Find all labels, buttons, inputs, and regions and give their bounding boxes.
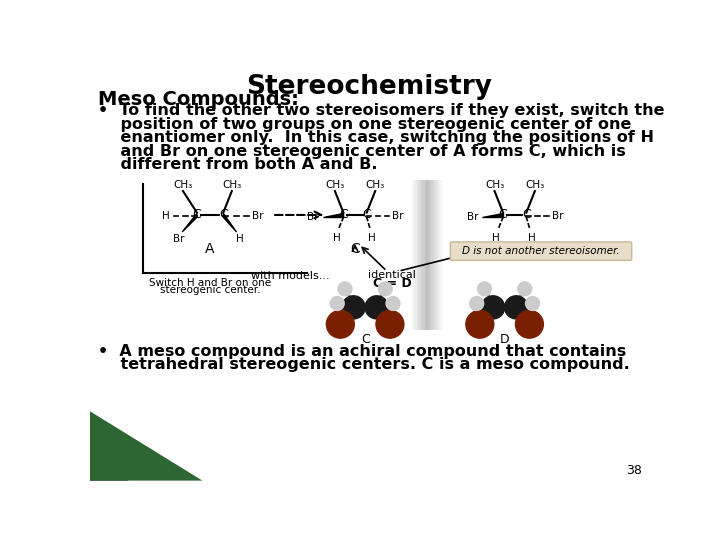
Circle shape — [469, 296, 484, 310]
Circle shape — [376, 310, 404, 338]
FancyBboxPatch shape — [451, 242, 631, 260]
Bar — [433, 180, 434, 330]
Text: identical: identical — [369, 269, 416, 280]
Circle shape — [342, 296, 365, 319]
Circle shape — [365, 296, 388, 319]
Circle shape — [378, 282, 392, 296]
Bar — [431, 180, 433, 330]
Text: CH₃: CH₃ — [485, 179, 504, 190]
Bar — [425, 180, 426, 330]
Text: C = D: C = D — [373, 276, 412, 289]
Circle shape — [466, 310, 494, 338]
Text: C: C — [219, 208, 228, 221]
Circle shape — [338, 282, 352, 296]
Text: Br: Br — [552, 211, 564, 221]
Text: H: H — [368, 233, 376, 244]
Text: Meso Compounds:: Meso Compounds: — [98, 90, 299, 109]
Text: position of two groups on one stereogenic center of one: position of two groups on one stereogeni… — [98, 117, 631, 132]
Polygon shape — [323, 213, 343, 217]
Text: Br: Br — [174, 234, 185, 244]
Text: H: H — [162, 211, 170, 221]
Text: different from both A and B.: different from both A and B. — [98, 157, 377, 172]
Bar — [420, 180, 421, 330]
Polygon shape — [90, 457, 129, 481]
Bar — [412, 180, 413, 330]
Text: D is not another stereoisomer.: D is not another stereoisomer. — [462, 246, 620, 256]
Circle shape — [526, 296, 539, 310]
Bar — [430, 180, 431, 330]
Text: H: H — [333, 233, 341, 244]
Circle shape — [516, 310, 544, 338]
Polygon shape — [482, 213, 503, 217]
Text: C: C — [522, 208, 531, 221]
Text: H: H — [492, 233, 500, 244]
Circle shape — [505, 296, 528, 319]
Circle shape — [326, 310, 354, 338]
Bar — [441, 180, 443, 330]
Bar — [410, 180, 412, 330]
Text: D: D — [500, 333, 510, 346]
Text: C: C — [350, 242, 360, 256]
Text: Stereochemistry: Stereochemistry — [246, 74, 492, 100]
Bar — [438, 180, 439, 330]
Text: H: H — [235, 234, 243, 244]
Bar — [413, 180, 415, 330]
Text: Br: Br — [252, 211, 264, 221]
Bar — [436, 180, 438, 330]
Text: C: C — [192, 208, 202, 221]
Circle shape — [518, 282, 532, 296]
Text: Br: Br — [307, 212, 319, 222]
Text: H: H — [528, 233, 536, 244]
Text: with models...: with models... — [251, 271, 329, 281]
Text: C: C — [361, 333, 369, 346]
Text: enantiomer only.  In this case, switching the positions of H: enantiomer only. In this case, switching… — [98, 130, 654, 145]
Text: Switch H and Br on one: Switch H and Br on one — [149, 278, 271, 288]
Bar — [417, 180, 418, 330]
Bar — [428, 180, 430, 330]
Circle shape — [482, 296, 505, 319]
Polygon shape — [223, 213, 236, 232]
Bar — [426, 180, 428, 330]
Circle shape — [386, 296, 400, 310]
Text: C: C — [339, 208, 348, 221]
Bar — [421, 180, 423, 330]
Polygon shape — [90, 411, 202, 481]
Text: Br: Br — [392, 211, 404, 221]
Text: CH₃: CH₃ — [525, 179, 544, 190]
Text: CH₃: CH₃ — [325, 179, 345, 190]
Text: C: C — [499, 208, 508, 221]
Text: CH₃: CH₃ — [174, 179, 193, 190]
Text: C: C — [362, 208, 371, 221]
Text: stereogenic center.: stereogenic center. — [160, 285, 261, 295]
Text: A: A — [205, 242, 215, 256]
Polygon shape — [182, 213, 197, 232]
Text: D: D — [509, 242, 520, 256]
Text: CH₃: CH₃ — [366, 179, 384, 190]
Text: and Br on one stereogenic center of A forms C, which is: and Br on one stereogenic center of A fo… — [98, 144, 626, 159]
Text: •  To find the other two stereoisomers if they exist, switch the: • To find the other two stereoisomers if… — [98, 103, 665, 118]
Circle shape — [330, 296, 344, 310]
Bar — [415, 180, 417, 330]
Text: CH₃: CH₃ — [222, 179, 241, 190]
Circle shape — [477, 282, 492, 296]
Bar — [434, 180, 436, 330]
Text: tetrahedral stereogenic centers. C is a meso compound.: tetrahedral stereogenic centers. C is a … — [98, 357, 629, 373]
Text: 38: 38 — [626, 464, 642, 477]
Text: Br: Br — [467, 212, 478, 222]
Bar — [418, 180, 420, 330]
Text: •  A meso compound is an achiral compound that contains: • A meso compound is an achiral compound… — [98, 343, 626, 359]
Bar — [423, 180, 425, 330]
Bar — [439, 180, 441, 330]
